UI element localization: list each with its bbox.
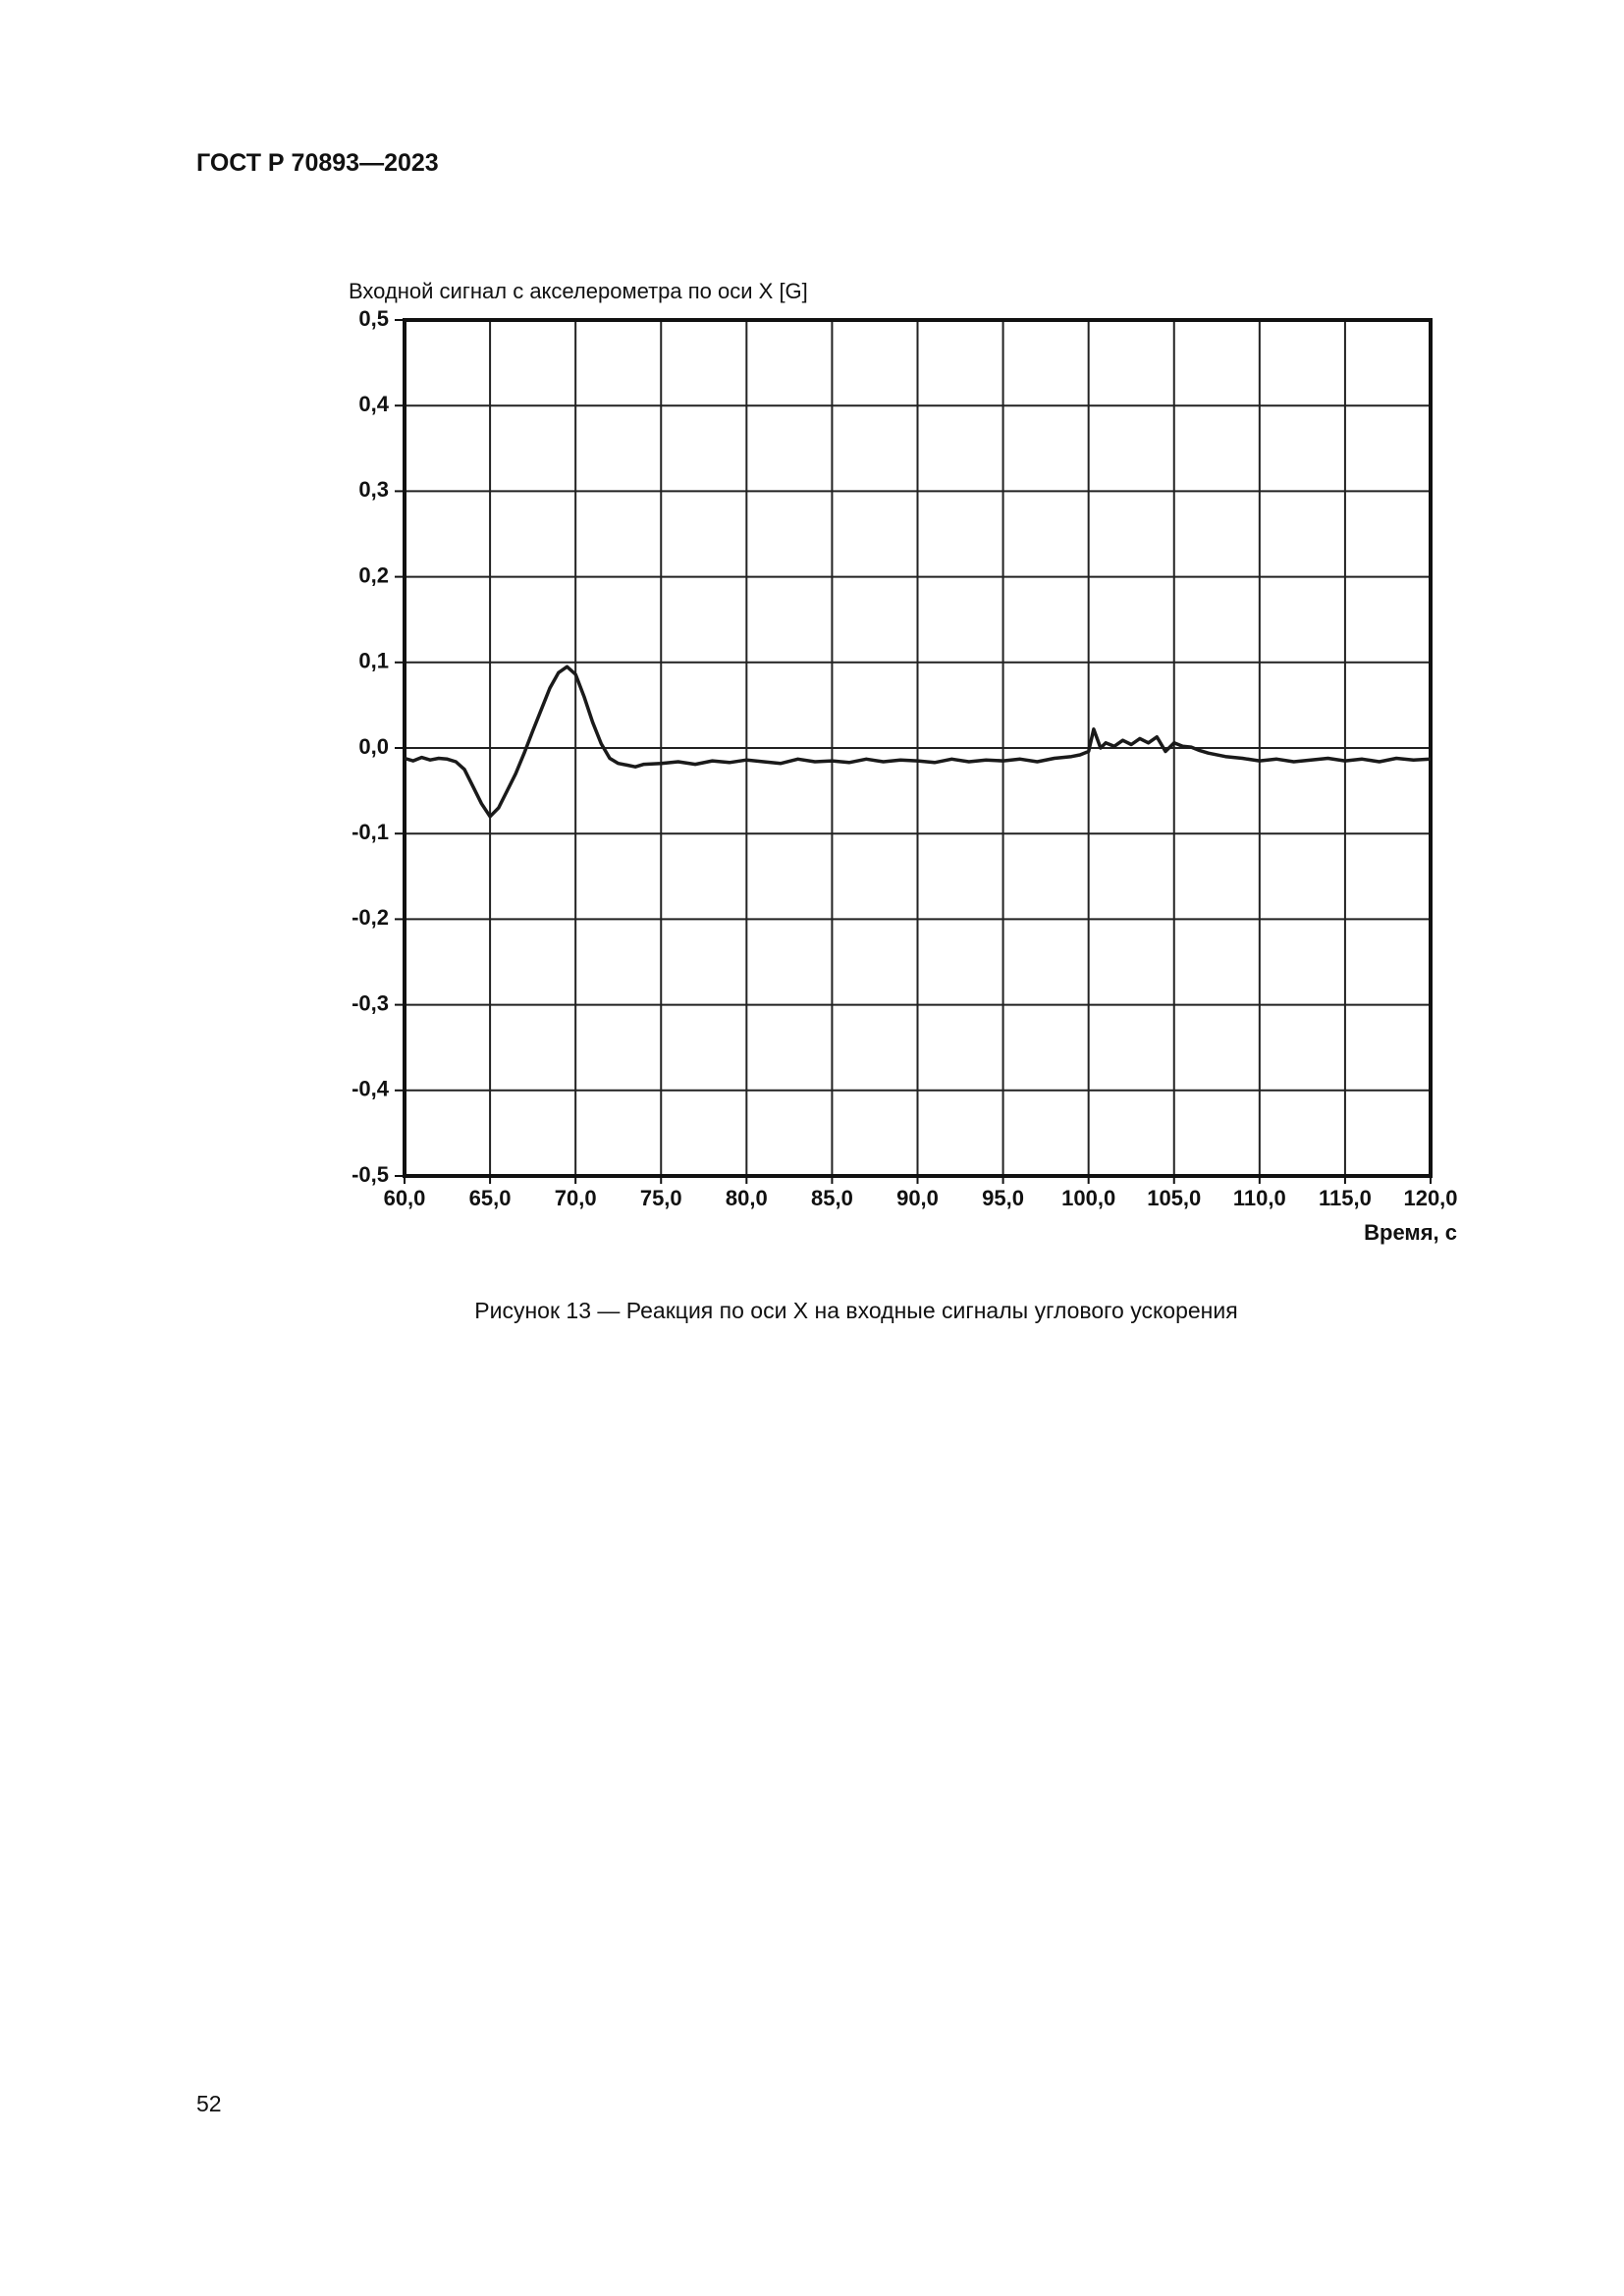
x-tick-label: 60,0: [384, 1186, 426, 1210]
plot-frame: [403, 318, 1433, 1178]
y-tick-label: -0,5: [352, 1162, 389, 1187]
x-tick-label: 95,0: [982, 1186, 1024, 1210]
y-tick-label: -0,4: [352, 1077, 390, 1101]
x-axis-title: Время, с: [1364, 1220, 1457, 1245]
y-tick-label: 0,0: [358, 734, 389, 759]
page-number: 52: [196, 2091, 222, 2116]
x-tick-label: 80,0: [726, 1186, 768, 1210]
y-tick-label: 0,1: [358, 649, 389, 673]
x-tick-label: 65,0: [469, 1186, 512, 1210]
y-tick-label: -0,1: [352, 820, 389, 844]
x-tick-label: 120,0: [1403, 1186, 1457, 1210]
x-tick-label: 90,0: [896, 1186, 939, 1210]
x-tick-label: 70,0: [555, 1186, 597, 1210]
y-tick-label: 0,4: [358, 392, 389, 416]
y-axis-title: Входной сигнал с акселерометра по оси X …: [349, 279, 808, 303]
x-tick-label: 100,0: [1061, 1186, 1115, 1210]
figure-caption: Рисунок 13 — Реакция по оси X на входные…: [474, 1298, 1238, 1323]
doc-header: ГОСТ Р 70893—2023: [196, 149, 439, 177]
data-line: [404, 665, 1432, 819]
x-tick-label: 110,0: [1233, 1186, 1286, 1210]
y-tick-label: 0,2: [358, 562, 389, 587]
x-tick-label: 85,0: [811, 1186, 853, 1210]
x-tick-label: 75,0: [640, 1186, 682, 1210]
y-tick-label: -0,3: [352, 990, 389, 1015]
y-tick-label: 0,5: [358, 306, 389, 331]
y-tick-label: 0,3: [358, 477, 389, 502]
y-tick-label: -0,2: [352, 905, 389, 930]
x-tick-label: 105,0: [1147, 1186, 1201, 1210]
x-tick-label: 115,0: [1319, 1186, 1372, 1210]
